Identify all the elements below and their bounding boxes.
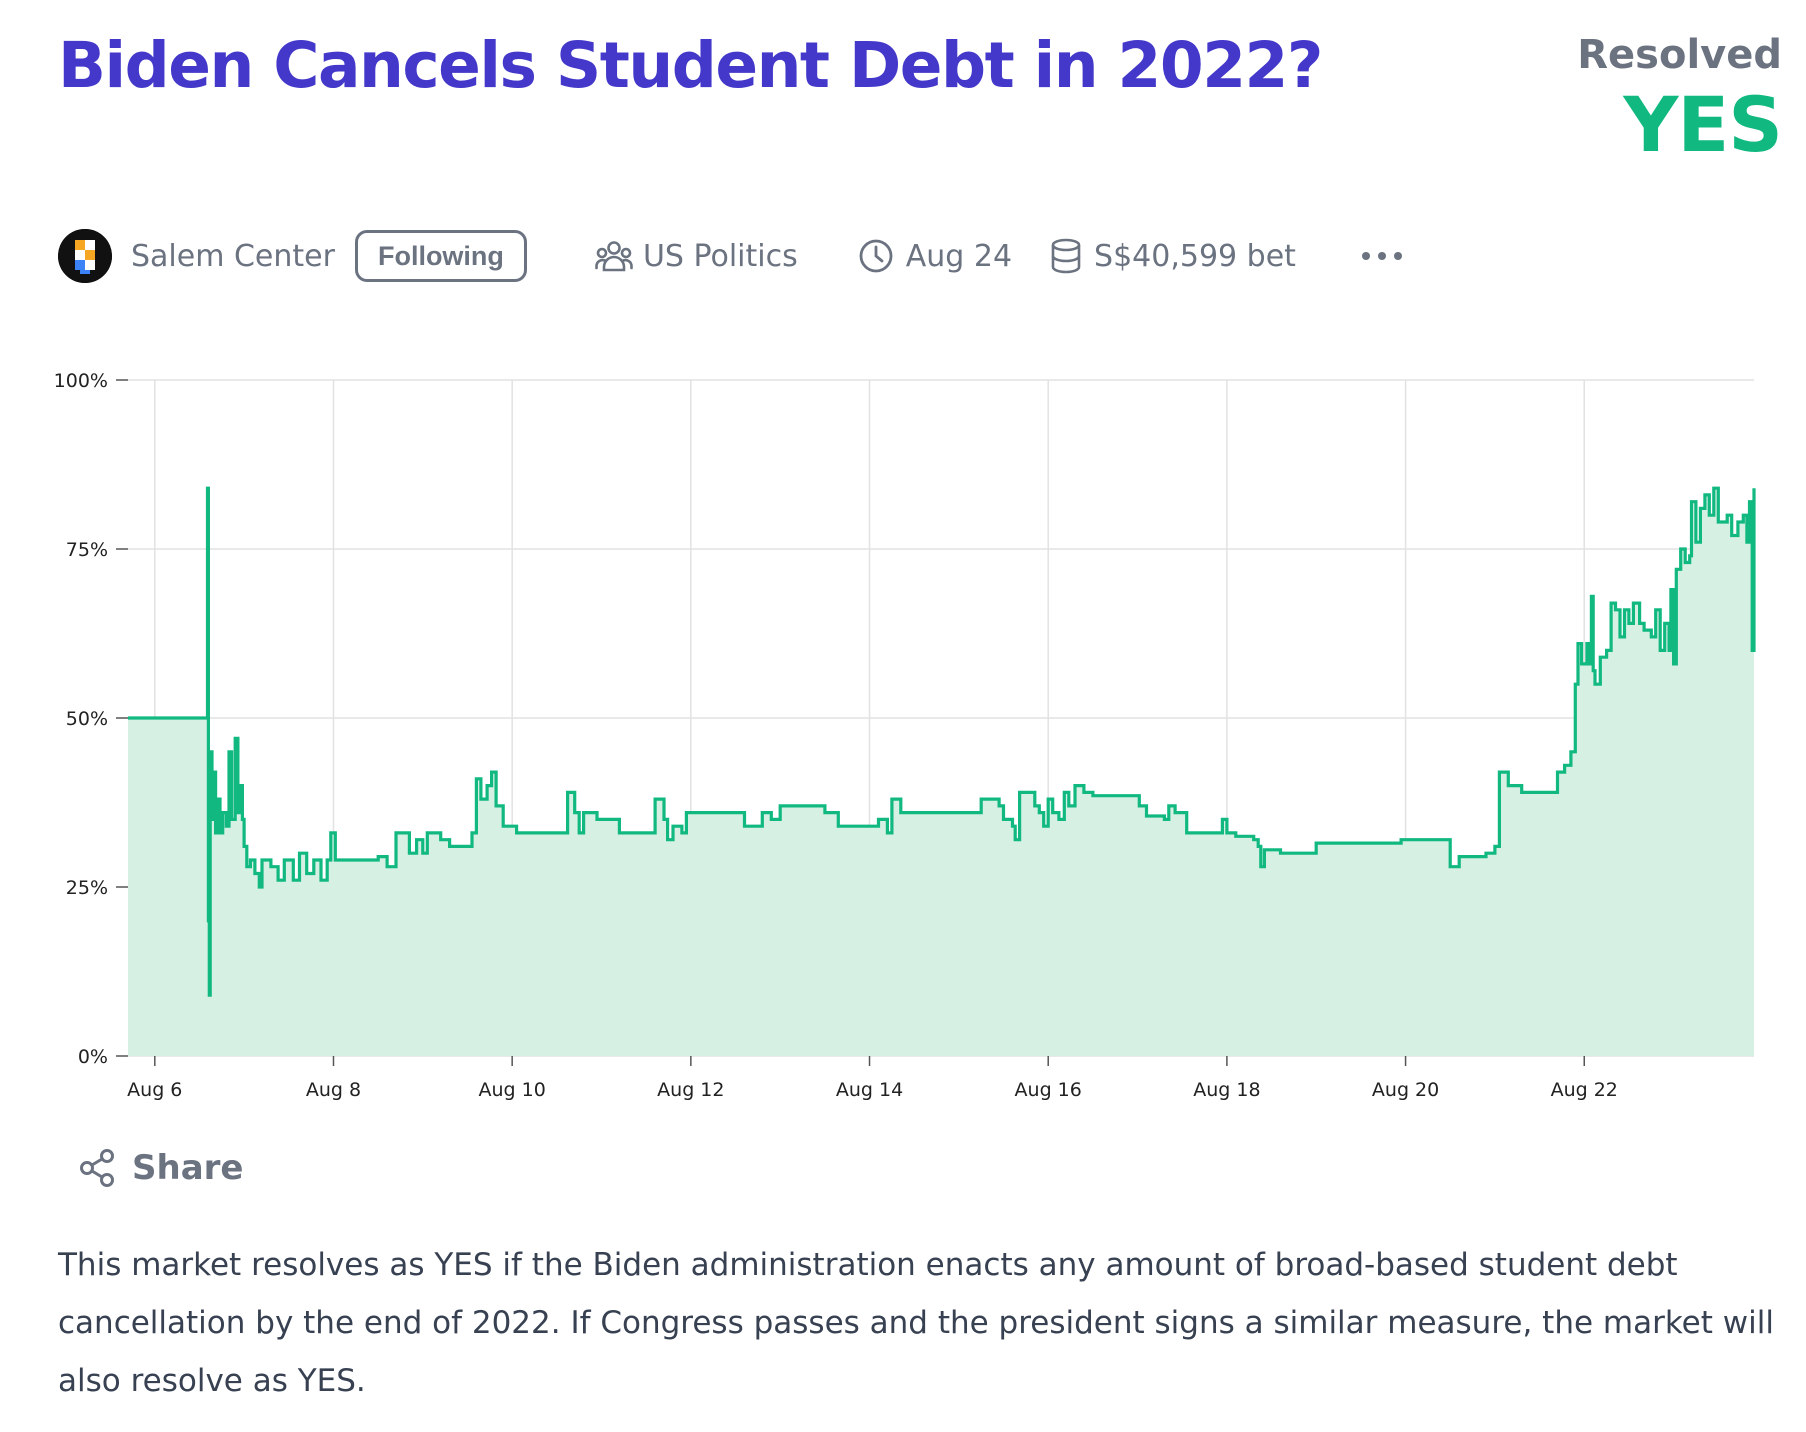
following-button[interactable]: Following [354, 230, 527, 282]
probability-area [128, 488, 1754, 1056]
x-tick-label: Aug 8 [306, 1079, 361, 1101]
ellipsis-icon [1361, 252, 1402, 260]
probability-line [128, 486, 1756, 997]
creator-logo-icon [58, 229, 112, 283]
share-button[interactable]: Share [78, 1148, 243, 1188]
probability-chart[interactable]: 0% 25% 50% 75% 100% Aug 6 Aug 8 Aug 10 Aug 12 Aug… [0, 340, 1806, 1120]
more-options-button[interactable] [1360, 250, 1404, 262]
clock-icon [859, 239, 893, 273]
resolution-label: Resolved [1577, 32, 1782, 78]
database-icon [1051, 238, 1081, 274]
x-tick-label: Aug 22 [1551, 1079, 1618, 1101]
market-title: Biden Cancels Student Debt in 2022? [58, 29, 1323, 102]
group-link[interactable]: US Politics [595, 239, 798, 274]
y-tick-label: 50% [66, 708, 108, 730]
creator-avatar[interactable] [58, 229, 112, 283]
market-meta-row: Salem Center Following US Politics Aug 2… [58, 228, 1404, 284]
users-icon [595, 241, 633, 272]
share-label: Share [132, 1148, 244, 1188]
y-tick-label: 25% [66, 877, 108, 899]
share-icon [80, 1149, 114, 1187]
group-name: US Politics [642, 238, 798, 274]
x-tick-label: Aug 18 [1193, 1079, 1260, 1101]
volume-info: S$40,599 bet [1050, 238, 1296, 274]
x-tick-label: Aug 6 [127, 1079, 182, 1101]
y-tick-label: 100% [54, 370, 108, 392]
market-description: This market resolves as YES if the Biden… [58, 1247, 1774, 1399]
x-tick-label: Aug 16 [1015, 1079, 1082, 1101]
x-tick-label: Aug 14 [836, 1079, 903, 1101]
close-time[interactable]: Aug 24 [858, 238, 1012, 274]
close-time-label: Aug 24 [905, 238, 1013, 274]
y-tick-label: 0% [78, 1046, 108, 1068]
resolution-status: Resolved YES [1577, 30, 1783, 170]
creator-name[interactable]: Salem Center [131, 238, 335, 274]
y-tick-label: 75% [66, 539, 108, 561]
x-tick-label: Aug 20 [1372, 1079, 1439, 1101]
volume-label: S$40,599 bet [1094, 238, 1296, 274]
x-tick-label: Aug 12 [657, 1079, 724, 1101]
resolution-value: YES [1623, 80, 1783, 169]
chart-axes: 0% 25% 50% 75% 100% Aug 6 Aug 8 Aug 10 Aug 12 Aug… [54, 370, 1618, 1101]
x-tick-label: Aug 10 [479, 1079, 546, 1101]
